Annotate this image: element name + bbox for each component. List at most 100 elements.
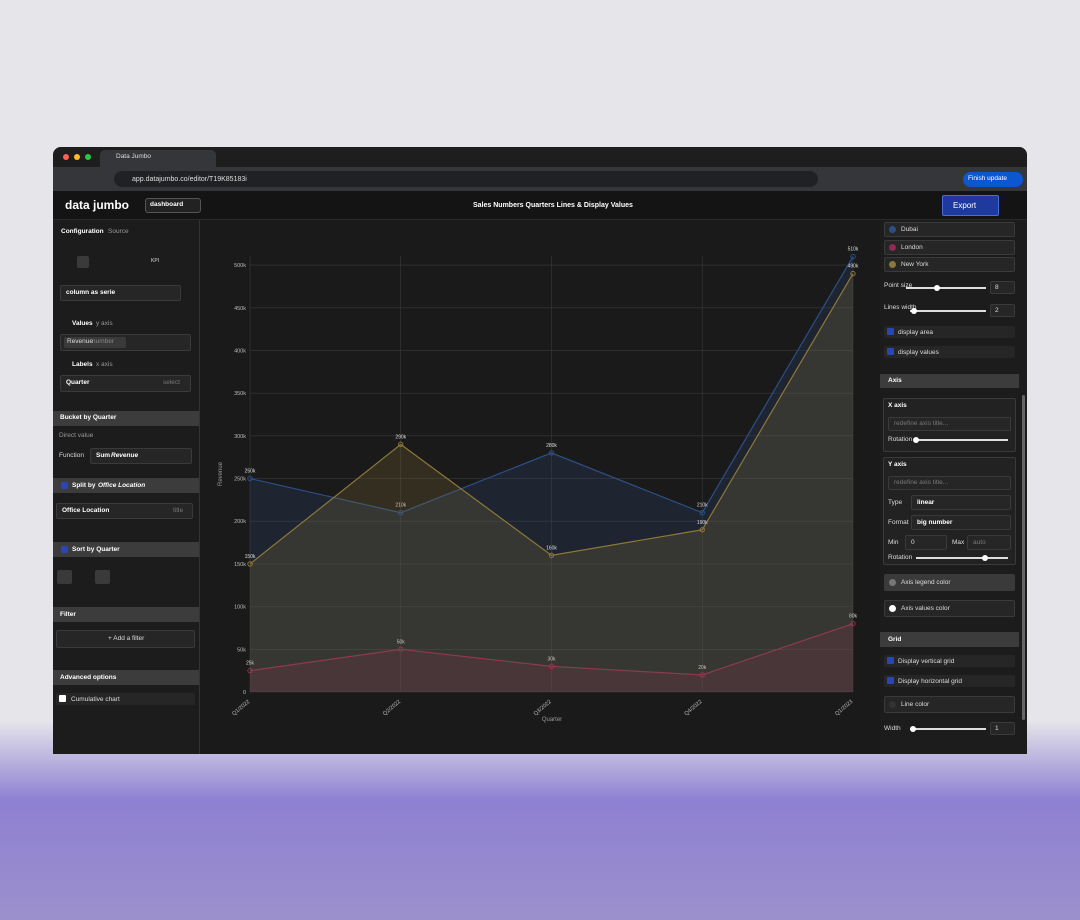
lines-width-input[interactable] [990, 304, 1015, 317]
y-rotation-slider[interactable] [916, 557, 1008, 559]
value-label: 290k [395, 434, 406, 440]
cumulative-row [56, 693, 195, 705]
x-rotation-label: Rotation [888, 436, 913, 443]
line-color[interactable] [884, 696, 1015, 713]
data-point [247, 667, 253, 674]
display-area-checkbox[interactable] [887, 328, 894, 335]
office-hint: title [173, 507, 184, 514]
url: app.datajumbo.co/editor/T19K85183i [132, 176, 247, 183]
vertical-grid-label: Display vertical grid [898, 658, 955, 665]
data-point [548, 552, 555, 559]
min-input[interactable] [905, 535, 947, 550]
grid-title: Grid [888, 636, 902, 643]
back-button[interactable] [145, 198, 201, 213]
horizontal-grid-checkbox[interactable] [887, 677, 894, 684]
url-field[interactable] [114, 171, 818, 187]
advanced-header [53, 670, 199, 685]
width-label: Width [884, 725, 901, 732]
grid-header [880, 632, 1019, 647]
point-size-knob[interactable] [934, 285, 940, 291]
advanced-title: Advanced options [60, 674, 117, 681]
point-size-slider[interactable] [906, 287, 986, 289]
max-input[interactable] [967, 535, 1011, 550]
tab-configuration[interactable]: Configuration [61, 228, 104, 235]
finish-update-button[interactable] [963, 172, 1023, 187]
axis-header [880, 374, 1019, 388]
scrollbar[interactable] [1022, 395, 1025, 720]
labels-select: select [163, 379, 180, 386]
sort-asc[interactable] [57, 570, 72, 584]
y-rotation-label: Rotation [888, 554, 913, 561]
series-area [250, 256, 853, 692]
y-tick-label: 400k [234, 348, 246, 354]
max-dot[interactable] [85, 154, 91, 160]
display-area: display area [898, 329, 934, 336]
serie-mode-select[interactable] [60, 285, 181, 301]
point-size-input[interactable] [990, 281, 1015, 294]
width-slider[interactable] [910, 728, 986, 730]
data-point [699, 672, 705, 678]
legend-item[interactable]: Dubai [884, 222, 1015, 237]
format-select[interactable] [911, 515, 1011, 530]
min-dot[interactable] [74, 154, 80, 160]
width-input[interactable] [990, 722, 1015, 735]
chart: 0 50k 100k 150k 200k 250k 300k 350k 400k 450k 500k… [218, 247, 859, 723]
y-tick-label: 200k [234, 519, 246, 525]
lines-width-value: 2 [995, 307, 999, 314]
filter-header [53, 607, 199, 622]
legend-swatch [889, 243, 896, 251]
axis-legend-color-label: Axis legend color [901, 579, 951, 586]
labels-field[interactable] [60, 375, 191, 392]
office-field[interactable] [56, 503, 193, 519]
sort-order[interactable] [95, 570, 110, 584]
axis-values-color[interactable] [884, 600, 1015, 617]
x-rotation-knob[interactable] [913, 437, 919, 443]
value-chip[interactable] [64, 337, 126, 348]
serie-mode: column as serie [66, 289, 116, 296]
office-field-name: Office Location [62, 507, 110, 514]
tab-title: Data Jumbo [116, 153, 152, 160]
add-filter-button[interactable] [56, 630, 195, 648]
value-label: 490k [848, 264, 859, 270]
lines-width-slider[interactable] [910, 310, 986, 312]
display-values-checkbox[interactable] [887, 348, 894, 355]
vertical-grid-row [884, 655, 1015, 667]
value-chip-type: number [92, 338, 115, 345]
series-line [249, 256, 854, 514]
tab[interactable] [100, 150, 216, 167]
value-label: 250k [245, 469, 256, 475]
value-label: 50k [397, 639, 406, 645]
width-knob[interactable] [910, 726, 916, 732]
split-checkbox[interactable] [61, 482, 68, 489]
app-header [53, 191, 1027, 220]
function-label: Function [59, 452, 84, 459]
x-rotation-slider[interactable] [916, 439, 1008, 441]
cumulative-checkbox[interactable] [59, 695, 66, 702]
width-value: 1 [995, 725, 999, 732]
cumulative-label: Cumulative chart [71, 696, 120, 703]
x-tick-label: Q1/2022 [231, 699, 251, 717]
legend-item[interactable]: London [884, 239, 1015, 255]
data-point [850, 253, 856, 260]
vertical-grid-checkbox[interactable] [887, 657, 894, 664]
close-dot[interactable] [63, 154, 69, 160]
tab-source[interactable]: Source [108, 228, 129, 235]
type-value: linear [917, 499, 935, 506]
axis-legend-color[interactable] [884, 574, 1015, 591]
legend-label: London [901, 243, 923, 251]
x-axis-placeholder: redefine axis title... [894, 420, 949, 427]
y-axis-title-input[interactable] [888, 476, 1011, 490]
function-select[interactable] [90, 448, 192, 464]
x-axis-title-input[interactable] [888, 417, 1011, 431]
data-point [398, 441, 404, 448]
kpi-label[interactable]: KPI [151, 258, 160, 264]
chart-type-line[interactable] [77, 256, 89, 268]
lines-width-knob[interactable] [911, 308, 917, 314]
axis-title: Axis [888, 377, 902, 384]
export-button[interactable] [942, 195, 999, 216]
legend-item[interactable]: New York [884, 257, 1015, 272]
type-select[interactable] [911, 495, 1011, 510]
sort-checkbox[interactable] [61, 546, 68, 553]
y-rotation-knob[interactable] [982, 555, 988, 561]
x-tick-label: Q4/2022 [684, 699, 704, 717]
